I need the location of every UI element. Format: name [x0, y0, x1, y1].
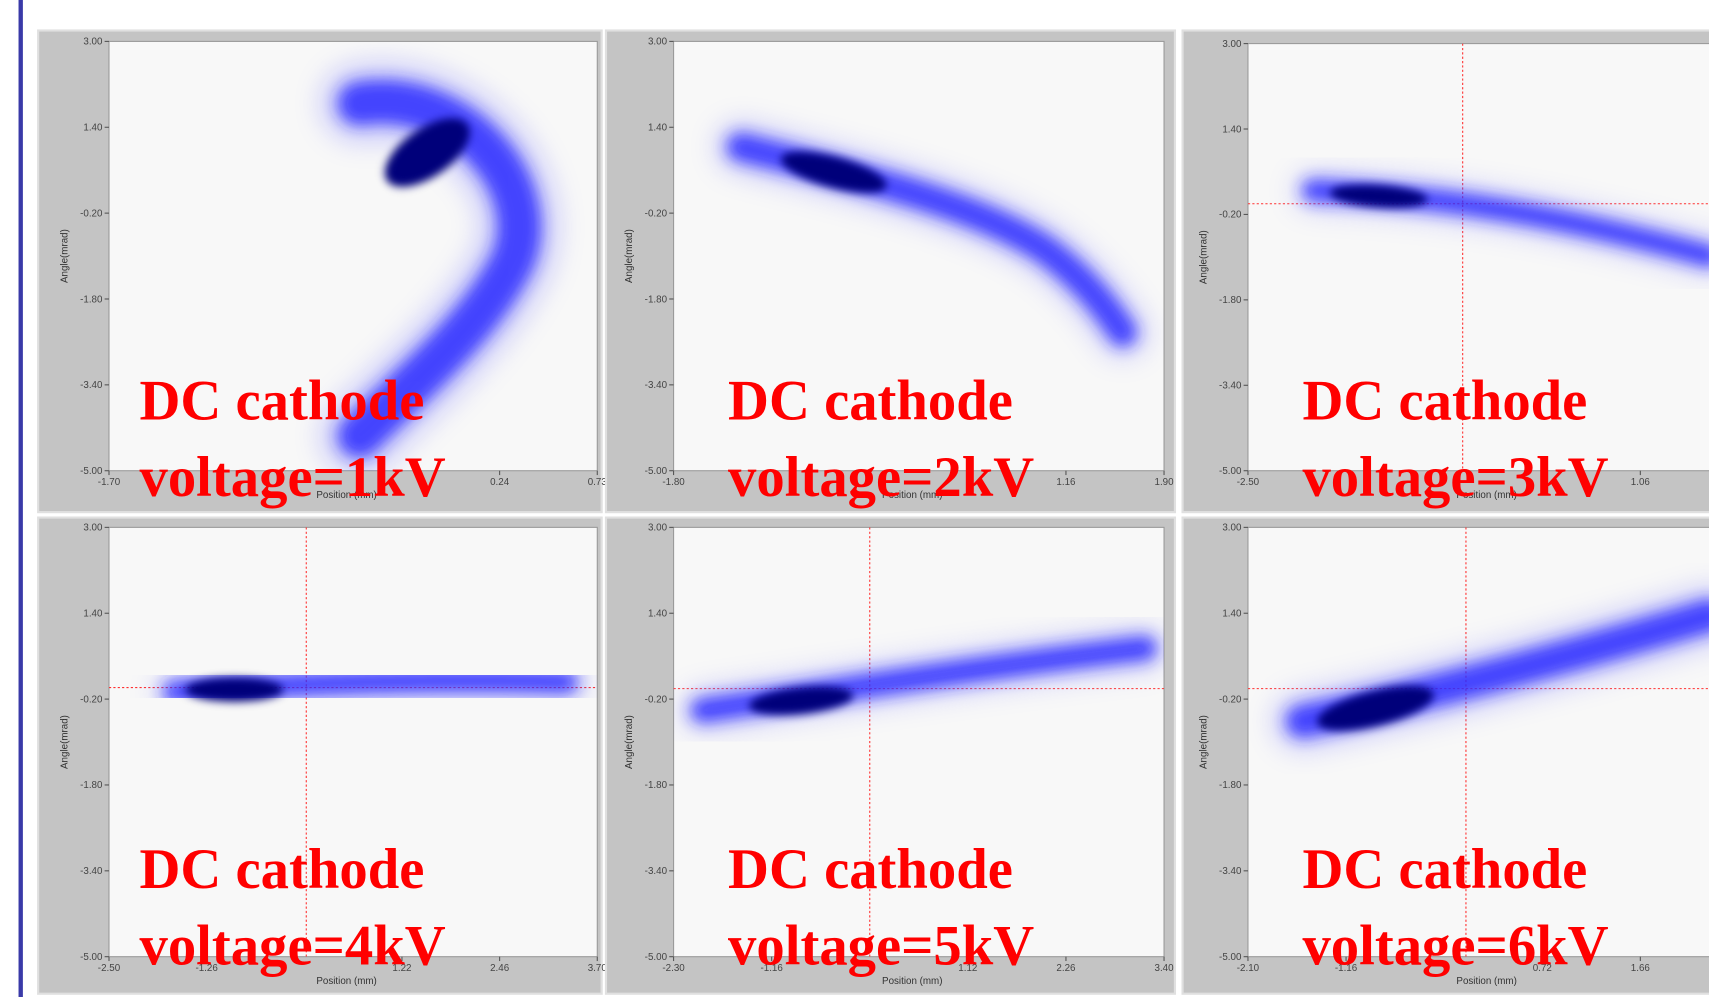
y-tick-label: -1.80 — [80, 294, 103, 305]
x-tick-label: -2.30 — [662, 963, 685, 974]
caption: voltage=5kV — [728, 915, 1034, 977]
x-tick-label: 3.70 — [588, 963, 608, 974]
y-tick-label: 3.00 — [648, 37, 668, 48]
caption: DC cathode — [1302, 371, 1587, 433]
y-tick-label: 1.40 — [1222, 124, 1242, 135]
caption: voltage=3kV — [1302, 447, 1608, 509]
y-axis-title: Angle(mrad) — [60, 715, 71, 769]
y-tick-label: -1.80 — [645, 780, 668, 791]
plot-panel: 3.00 1.40 -0.20 -1.80 -3.40 -5.00-2.50 1.06 Ang… — [1183, 31, 1709, 513]
caption: DC cathode — [728, 371, 1013, 433]
y-tick-label: -1.80 — [80, 780, 103, 791]
y-tick-label: -1.80 — [1219, 780, 1242, 791]
y-tick-label: -3.40 — [1219, 381, 1242, 392]
y-tick-label: 1.40 — [1222, 609, 1242, 620]
y-tick-label: 3.00 — [648, 523, 668, 534]
x-tick-label: 1.06 — [1631, 477, 1651, 488]
y-tick-label: 3.00 — [1222, 39, 1242, 50]
y-tick-label: -3.40 — [80, 866, 103, 877]
x-tick-label: 3.40 — [1154, 963, 1174, 974]
x-tick-label: -1.80 — [662, 477, 685, 488]
y-axis-title: Angle(mrad) — [60, 229, 71, 283]
y-axis-title: Angle(mrad) — [1199, 230, 1210, 284]
beam-core — [185, 678, 283, 702]
x-tick-label: 1.90 — [1154, 477, 1174, 488]
x-tick-label: 1.66 — [1631, 963, 1651, 974]
caption: DC cathode — [140, 839, 425, 901]
x-axis-title: Position (mm) — [882, 976, 942, 987]
y-axis-title: Angle(mrad) — [1199, 715, 1210, 769]
caption: voltage=1kV — [140, 447, 446, 509]
y-tick-label: -5.00 — [80, 466, 103, 477]
y-axis-title: Angle(mrad) — [624, 229, 635, 283]
caption: voltage=2kV — [728, 447, 1034, 509]
caption: DC cathode — [1302, 839, 1587, 901]
y-tick-label: -0.20 — [645, 694, 668, 705]
y-tick-label: 3.00 — [1222, 523, 1242, 534]
x-tick-label: -2.50 — [98, 963, 121, 974]
y-tick-label: -3.40 — [80, 380, 103, 391]
x-tick-label: -2.10 — [1237, 963, 1260, 974]
plot-panel: 3.00 1.40 -0.20 -1.80 -3.40 -5.00-1.70 0.24 0.7… — [38, 31, 607, 513]
x-tick-label: 2.26 — [1056, 963, 1076, 974]
y-tick-label: -5.00 — [1219, 952, 1242, 963]
y-tick-label: -3.40 — [645, 380, 668, 391]
y-tick-label: -5.00 — [645, 466, 668, 477]
y-tick-label: -0.20 — [80, 694, 103, 705]
x-tick-label: 1.16 — [1056, 477, 1076, 488]
y-tick-label: -0.20 — [80, 208, 103, 219]
y-tick-label: -3.40 — [645, 866, 668, 877]
x-tick-label: -2.50 — [1237, 477, 1260, 488]
y-tick-label: 1.40 — [83, 609, 103, 620]
x-tick-label: 0.24 — [490, 477, 510, 488]
y-tick-label: -5.00 — [645, 952, 668, 963]
caption: voltage=4kV — [140, 915, 446, 977]
x-axis-title: Position (mm) — [316, 976, 376, 987]
y-tick-label: -1.80 — [645, 294, 668, 305]
y-tick-label: -0.20 — [1219, 210, 1242, 221]
y-tick-label: -0.20 — [645, 208, 668, 219]
y-tick-label: -5.00 — [80, 952, 103, 963]
x-axis-title: Position (mm) — [1456, 976, 1516, 987]
caption: voltage=6kV — [1302, 915, 1608, 977]
caption: DC cathode — [728, 839, 1013, 901]
y-tick-label: 1.40 — [648, 609, 668, 620]
y-tick-label: 1.40 — [83, 123, 103, 134]
x-tick-label: 0.73 — [588, 477, 608, 488]
y-tick-label: -1.80 — [1219, 295, 1242, 306]
page: {"panels": [ {"y_ticks": ["3.00", "1.40"… — [0, 0, 1709, 997]
y-tick-label: -3.40 — [1219, 866, 1242, 877]
x-tick-label: -1.70 — [98, 477, 121, 488]
y-tick-label: 3.00 — [83, 523, 103, 534]
y-axis-title: Angle(mrad) — [624, 715, 635, 769]
y-tick-label: 3.00 — [83, 37, 103, 48]
y-tick-label: -0.20 — [1219, 694, 1242, 705]
side-bar — [19, 0, 23, 997]
caption: DC cathode — [140, 371, 425, 433]
y-tick-label: 1.40 — [648, 123, 668, 134]
screenshot: 3.001.40-0.20-1.80-3.40-5.00-1.700.240.7… — [0, 0, 1709, 997]
y-tick-label: -5.00 — [1219, 466, 1242, 477]
x-tick-label: 2.46 — [490, 963, 510, 974]
